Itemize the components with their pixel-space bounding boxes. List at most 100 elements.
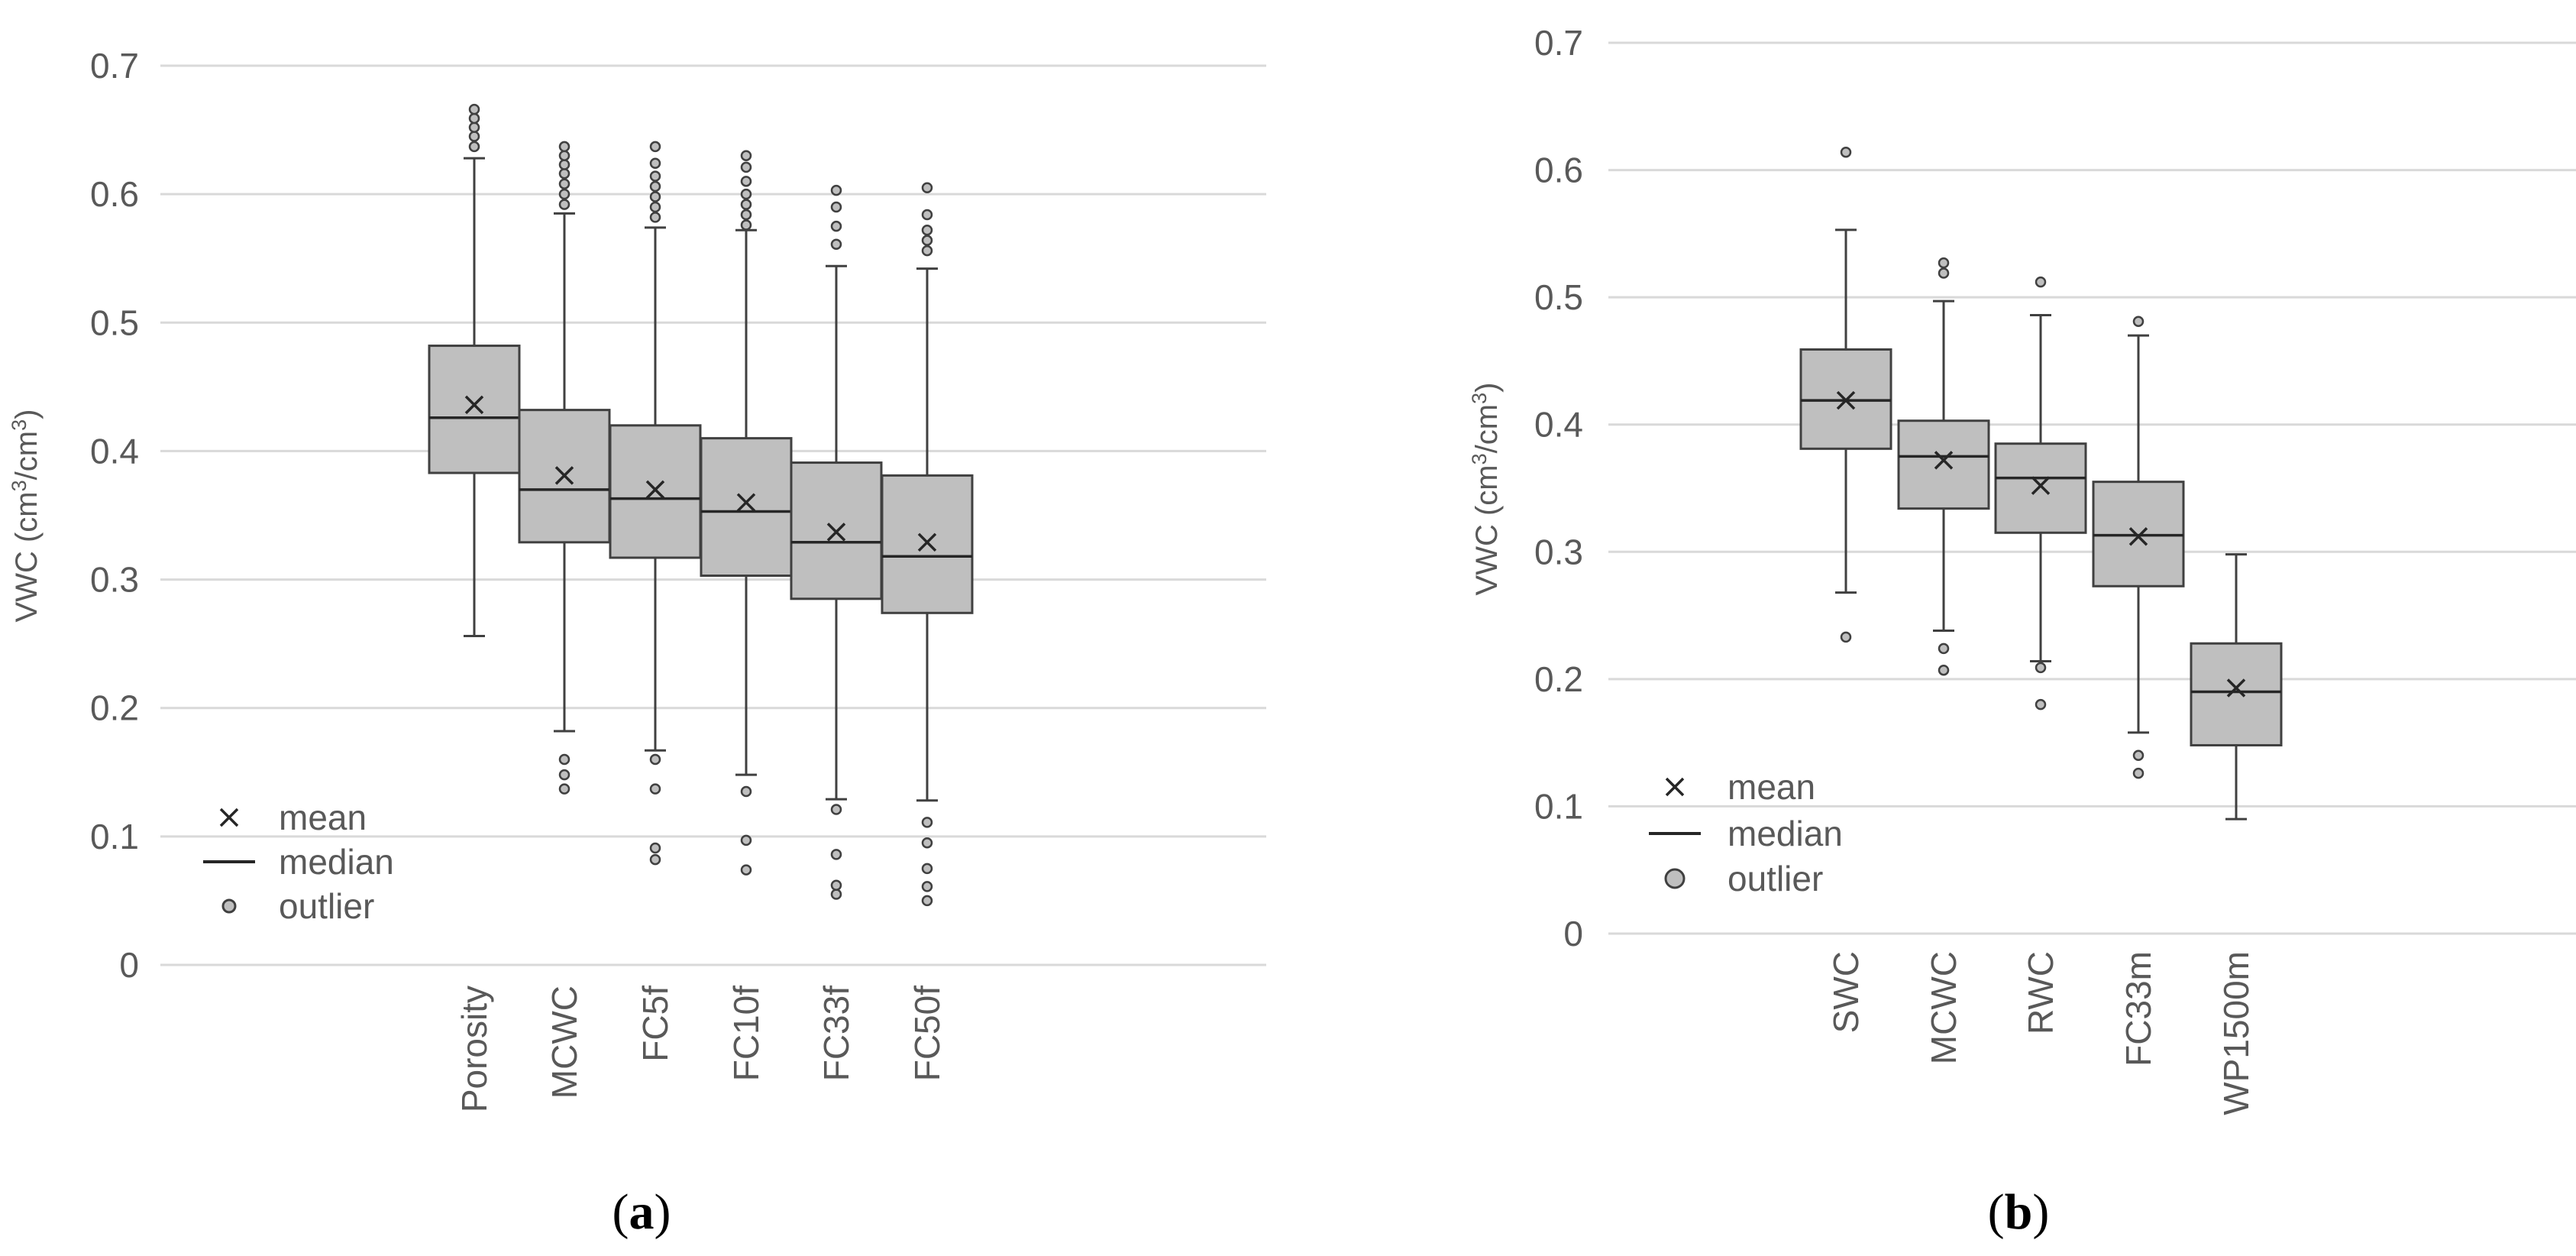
panel-a-label: (a) [612, 1184, 671, 1240]
outlier-point [468, 121, 480, 133]
iqr-box [428, 345, 521, 474]
panel-paren: ) [655, 1184, 671, 1240]
outlier-point [921, 244, 933, 257]
y-axis-label-part: VWC (cm [10, 491, 44, 622]
outlier-point [921, 881, 933, 892]
panel-a-y-tick-label: 0.4 [90, 431, 139, 471]
iqr-box [1897, 419, 1990, 510]
outlier-point [558, 783, 570, 795]
panel-a-category-label: FC33f [816, 986, 856, 1081]
outlier-point [649, 783, 661, 795]
outlier-point [1938, 267, 1950, 279]
outlier-point [740, 199, 752, 210]
mean-marker [2128, 527, 2148, 546]
outlier-point [921, 209, 933, 221]
panel-a-category-label: FC5f [635, 986, 675, 1062]
outlier-point [921, 895, 933, 907]
panel-b-y-tick-label: 0.7 [1534, 23, 1583, 63]
panel-a-y-tick-label: 0.3 [90, 560, 139, 600]
panel-a-category-label: MCWC [545, 986, 584, 1099]
panel-a-y-tick-label: 0.2 [90, 688, 139, 728]
mean-marker [2031, 476, 2051, 495]
legend-outlier-marker [221, 898, 237, 914]
outlier-point [830, 201, 842, 213]
outlier-point [558, 769, 570, 781]
outlier-point [830, 220, 842, 232]
outlier-point [649, 853, 661, 866]
y-axis-label-part: /cm [1470, 404, 1504, 453]
outlier-point [468, 103, 480, 115]
outlier-point [649, 180, 661, 193]
outlier-point [558, 753, 570, 766]
panel-letter: b [2005, 1184, 2033, 1240]
outlier-point [1938, 664, 1950, 676]
outlier-point [649, 141, 661, 153]
mean-marker [736, 493, 756, 512]
outlier-point [649, 842, 661, 854]
outlier-point [558, 150, 570, 161]
outlier-point [830, 184, 842, 196]
outlier-point [740, 219, 752, 231]
panel-a-y-tick-label: 0.1 [90, 817, 139, 856]
outlier-point [740, 209, 752, 221]
legend-mean-marker [219, 808, 239, 827]
legend-label-outlier: outlier [1728, 859, 1823, 898]
outlier-point [740, 864, 752, 876]
iqr-box [700, 437, 793, 578]
y-axis-label-part: VWC (cm [1470, 465, 1504, 595]
outlier-point [2035, 662, 2047, 674]
panel-b-y-axis-label: VWC (cm3/cm3) [1468, 383, 1504, 596]
outlier-point [740, 176, 752, 187]
outlier-point [2132, 767, 2145, 779]
outlier-point [558, 159, 570, 170]
y-axis-label-part: ) [10, 409, 44, 419]
legend-label-outlier: outlier [279, 886, 374, 926]
panel-a-box-Porosity [428, 103, 521, 638]
legend-outlier-marker [1664, 868, 1686, 889]
panel-b-category-label: FC33m [2119, 951, 2158, 1067]
outlier-point [1840, 147, 1852, 158]
panel-b-category-label: SWC [1826, 951, 1866, 1033]
panel-b-y-tick-label: 0 [1563, 914, 1583, 953]
panel-a-y-tick-label: 0 [119, 945, 139, 985]
panel-paren: ( [1988, 1184, 2005, 1240]
mean-marker [826, 523, 846, 542]
panel-a-category-label: FC10f [726, 986, 766, 1081]
panel-b-box-SWC [1799, 147, 1892, 643]
outlier-point [921, 182, 933, 193]
outlier-point [830, 879, 842, 892]
outlier-point [649, 157, 661, 170]
panel-a-box-FC10f [700, 150, 793, 876]
y-axis-label-part: /cm [10, 431, 44, 480]
panel-b-box-MCWC [1897, 257, 1990, 676]
outlier-point [468, 131, 480, 142]
panel-b-y-tick-label: 0.2 [1534, 659, 1583, 699]
outlier-point [740, 834, 752, 847]
outlier-point [830, 804, 842, 815]
panel-a-box-FC5f [609, 141, 702, 866]
y-axis-label-superscript: 3 [1468, 453, 1491, 465]
legend-label-mean: mean [279, 798, 367, 837]
panel-a-category-label: FC50f [907, 986, 947, 1081]
outlier-point [649, 212, 661, 223]
legend-label-mean: mean [1728, 767, 1815, 807]
panel-a-y-tick-label: 0.7 [90, 46, 139, 86]
outlier-point [830, 238, 842, 250]
panel-b-y-tick-label: 0.1 [1534, 786, 1583, 826]
outlier-point [558, 141, 570, 153]
iqr-box [609, 424, 702, 559]
outlier-point [2035, 276, 2047, 288]
outlier-point [468, 112, 480, 125]
iqr-box [881, 474, 974, 614]
outlier-point [649, 753, 661, 766]
panel-a-box-FC50f [881, 182, 974, 907]
mean-marker [464, 395, 484, 415]
panel-a-y-tick-label: 0.5 [90, 303, 139, 342]
outlier-point [740, 188, 752, 200]
outlier-point [830, 849, 842, 860]
mean-marker [645, 480, 665, 500]
iqr-box [2190, 642, 2283, 746]
panel-b-y-tick-label: 0.3 [1534, 532, 1583, 571]
